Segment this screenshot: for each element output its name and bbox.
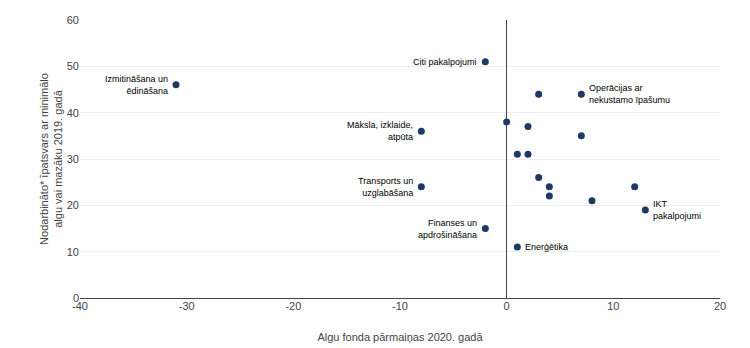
svg-text:Algu fonda pārmaiņas 2020. gad: Algu fonda pārmaiņas 2020. gadā [317, 331, 483, 343]
svg-text:20: 20 [714, 300, 726, 312]
svg-text:40: 40 [67, 107, 79, 119]
svg-text:Nodarbināto* īpatsvars ar mini: Nodarbināto* īpatsvars ar minimāloalgu v… [38, 73, 64, 245]
svg-text:-40: -40 [72, 300, 88, 312]
svg-text:Transports unuzglabāšana: Transports unuzglabāšana [358, 176, 413, 198]
svg-text:0: 0 [73, 292, 79, 304]
svg-text:Operācijas arnekustamo īpašumu: Operācijas arnekustamo īpašumu [589, 83, 670, 105]
svg-text:10: 10 [67, 246, 79, 258]
svg-text:10: 10 [607, 300, 619, 312]
svg-text:-30: -30 [179, 300, 195, 312]
svg-text:Enerģētika: Enerģētika [525, 242, 568, 252]
svg-text:20: 20 [67, 199, 79, 211]
svg-text:60: 60 [67, 14, 79, 26]
svg-text:30: 30 [67, 153, 79, 165]
svg-text:-20: -20 [285, 300, 301, 312]
svg-text:Izmitināšana unēdināšana: Izmitināšana unēdināšana [105, 74, 168, 96]
svg-text:IKTpakalpojumi: IKTpakalpojumi [653, 199, 701, 221]
svg-text:Finanses unapdrošināšana: Finanses unapdrošināšana [418, 218, 477, 240]
svg-text:0: 0 [504, 300, 510, 312]
svg-text:Māksla, izklaide,atpūta: Māksla, izklaide,atpūta [347, 120, 413, 142]
svg-text:Citi pakalpojumi: Citi pakalpojumi [413, 57, 477, 67]
svg-text:50: 50 [67, 60, 79, 72]
svg-text:-10: -10 [392, 300, 408, 312]
